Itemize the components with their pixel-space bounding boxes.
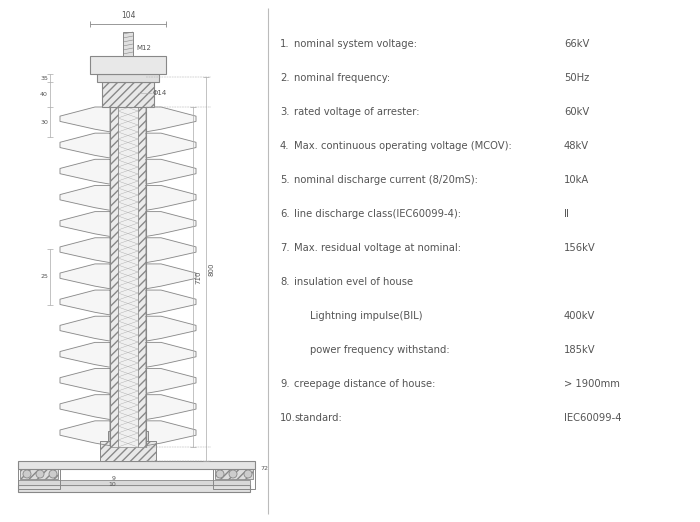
Polygon shape bbox=[60, 159, 110, 184]
Text: 50Hz: 50Hz bbox=[564, 73, 589, 83]
Text: > 1900mm: > 1900mm bbox=[564, 379, 620, 389]
Text: 5.: 5. bbox=[280, 175, 290, 185]
Bar bbox=[100, 441, 156, 461]
Text: rated voltage of arrester:: rated voltage of arrester: bbox=[294, 107, 419, 117]
Bar bbox=[97, 74, 159, 82]
Circle shape bbox=[244, 470, 252, 478]
Text: 10.: 10. bbox=[280, 413, 296, 423]
Polygon shape bbox=[60, 238, 110, 263]
Bar bbox=[215, 469, 253, 479]
Text: 10: 10 bbox=[108, 482, 116, 488]
Text: insulation evel of house: insulation evel of house bbox=[294, 277, 413, 287]
Text: 35: 35 bbox=[40, 76, 48, 80]
Text: 30: 30 bbox=[40, 120, 48, 125]
Polygon shape bbox=[60, 107, 110, 132]
Polygon shape bbox=[146, 264, 196, 289]
Text: 25: 25 bbox=[40, 275, 48, 279]
Text: creepage distance of house:: creepage distance of house: bbox=[294, 379, 435, 389]
Text: 9: 9 bbox=[112, 476, 116, 480]
Polygon shape bbox=[60, 369, 110, 394]
Text: nominal system voltage:: nominal system voltage: bbox=[294, 39, 417, 49]
Text: 6.: 6. bbox=[280, 209, 290, 219]
Text: Ⅱ: Ⅱ bbox=[564, 209, 569, 219]
Text: Lightning impulse(BIL): Lightning impulse(BIL) bbox=[310, 311, 423, 321]
Circle shape bbox=[216, 470, 224, 478]
Circle shape bbox=[23, 470, 31, 478]
Bar bbox=[18, 461, 255, 469]
Text: 8.: 8. bbox=[280, 277, 290, 287]
Text: 156kV: 156kV bbox=[564, 243, 596, 253]
Polygon shape bbox=[60, 185, 110, 210]
Polygon shape bbox=[146, 107, 196, 132]
Polygon shape bbox=[146, 316, 196, 341]
Circle shape bbox=[229, 470, 237, 478]
Text: 72: 72 bbox=[260, 467, 268, 471]
Text: standard:: standard: bbox=[294, 413, 342, 423]
Text: 7.: 7. bbox=[280, 243, 290, 253]
Polygon shape bbox=[146, 290, 196, 315]
Text: 1.: 1. bbox=[280, 39, 290, 49]
Polygon shape bbox=[60, 264, 110, 289]
Text: 3.: 3. bbox=[280, 107, 290, 117]
Bar bbox=[123, 32, 133, 56]
Bar bbox=[118, 107, 138, 447]
Polygon shape bbox=[60, 290, 110, 315]
Text: 800: 800 bbox=[208, 262, 214, 276]
Polygon shape bbox=[146, 395, 196, 420]
Polygon shape bbox=[146, 421, 196, 446]
Polygon shape bbox=[146, 185, 196, 210]
Polygon shape bbox=[60, 342, 110, 367]
Text: 710: 710 bbox=[195, 270, 201, 284]
Bar bbox=[108, 431, 148, 441]
Bar bbox=[20, 469, 58, 479]
Text: line discharge class(IEC60099-4):: line discharge class(IEC60099-4): bbox=[294, 209, 461, 219]
Polygon shape bbox=[146, 159, 196, 184]
Polygon shape bbox=[146, 133, 196, 158]
Circle shape bbox=[49, 470, 57, 478]
Text: Max. residual voltage at nominal:: Max. residual voltage at nominal: bbox=[294, 243, 461, 253]
Bar bbox=[213, 467, 255, 489]
Bar bbox=[18, 485, 250, 492]
Bar bbox=[18, 467, 60, 489]
Text: 60kV: 60kV bbox=[564, 107, 589, 117]
Text: 66kV: 66kV bbox=[564, 39, 589, 49]
Text: power frequency withstand:: power frequency withstand: bbox=[310, 345, 449, 355]
Bar bbox=[102, 82, 154, 107]
Bar bbox=[110, 107, 118, 447]
Polygon shape bbox=[60, 395, 110, 420]
Text: IEC60099-4: IEC60099-4 bbox=[564, 413, 622, 423]
Text: 185kV: 185kV bbox=[564, 345, 596, 355]
Text: 9.: 9. bbox=[280, 379, 290, 389]
Text: 4.: 4. bbox=[280, 141, 290, 151]
Bar bbox=[114, 419, 142, 431]
Polygon shape bbox=[146, 369, 196, 394]
Text: nominal frequency:: nominal frequency: bbox=[294, 73, 390, 83]
Polygon shape bbox=[60, 133, 110, 158]
Polygon shape bbox=[146, 211, 196, 236]
Text: 48kV: 48kV bbox=[564, 141, 589, 151]
Text: nominal discharge current (8/20mS):: nominal discharge current (8/20mS): bbox=[294, 175, 478, 185]
Polygon shape bbox=[60, 211, 110, 236]
Text: 104: 104 bbox=[120, 11, 135, 20]
Bar bbox=[138, 107, 146, 447]
Text: 40: 40 bbox=[40, 92, 48, 97]
Text: 10kA: 10kA bbox=[564, 175, 589, 185]
Circle shape bbox=[36, 470, 44, 478]
Text: 2.: 2. bbox=[280, 73, 290, 83]
Bar bbox=[18, 480, 250, 485]
Polygon shape bbox=[146, 238, 196, 263]
Bar bbox=[90, 56, 166, 74]
Text: M12: M12 bbox=[136, 45, 151, 51]
Polygon shape bbox=[146, 342, 196, 367]
Text: Max. continuous operating voltage (MCOV):: Max. continuous operating voltage (MCOV)… bbox=[294, 141, 512, 151]
Polygon shape bbox=[60, 316, 110, 341]
Text: Φ14: Φ14 bbox=[153, 90, 167, 96]
Text: 400kV: 400kV bbox=[564, 311, 596, 321]
Polygon shape bbox=[60, 421, 110, 446]
